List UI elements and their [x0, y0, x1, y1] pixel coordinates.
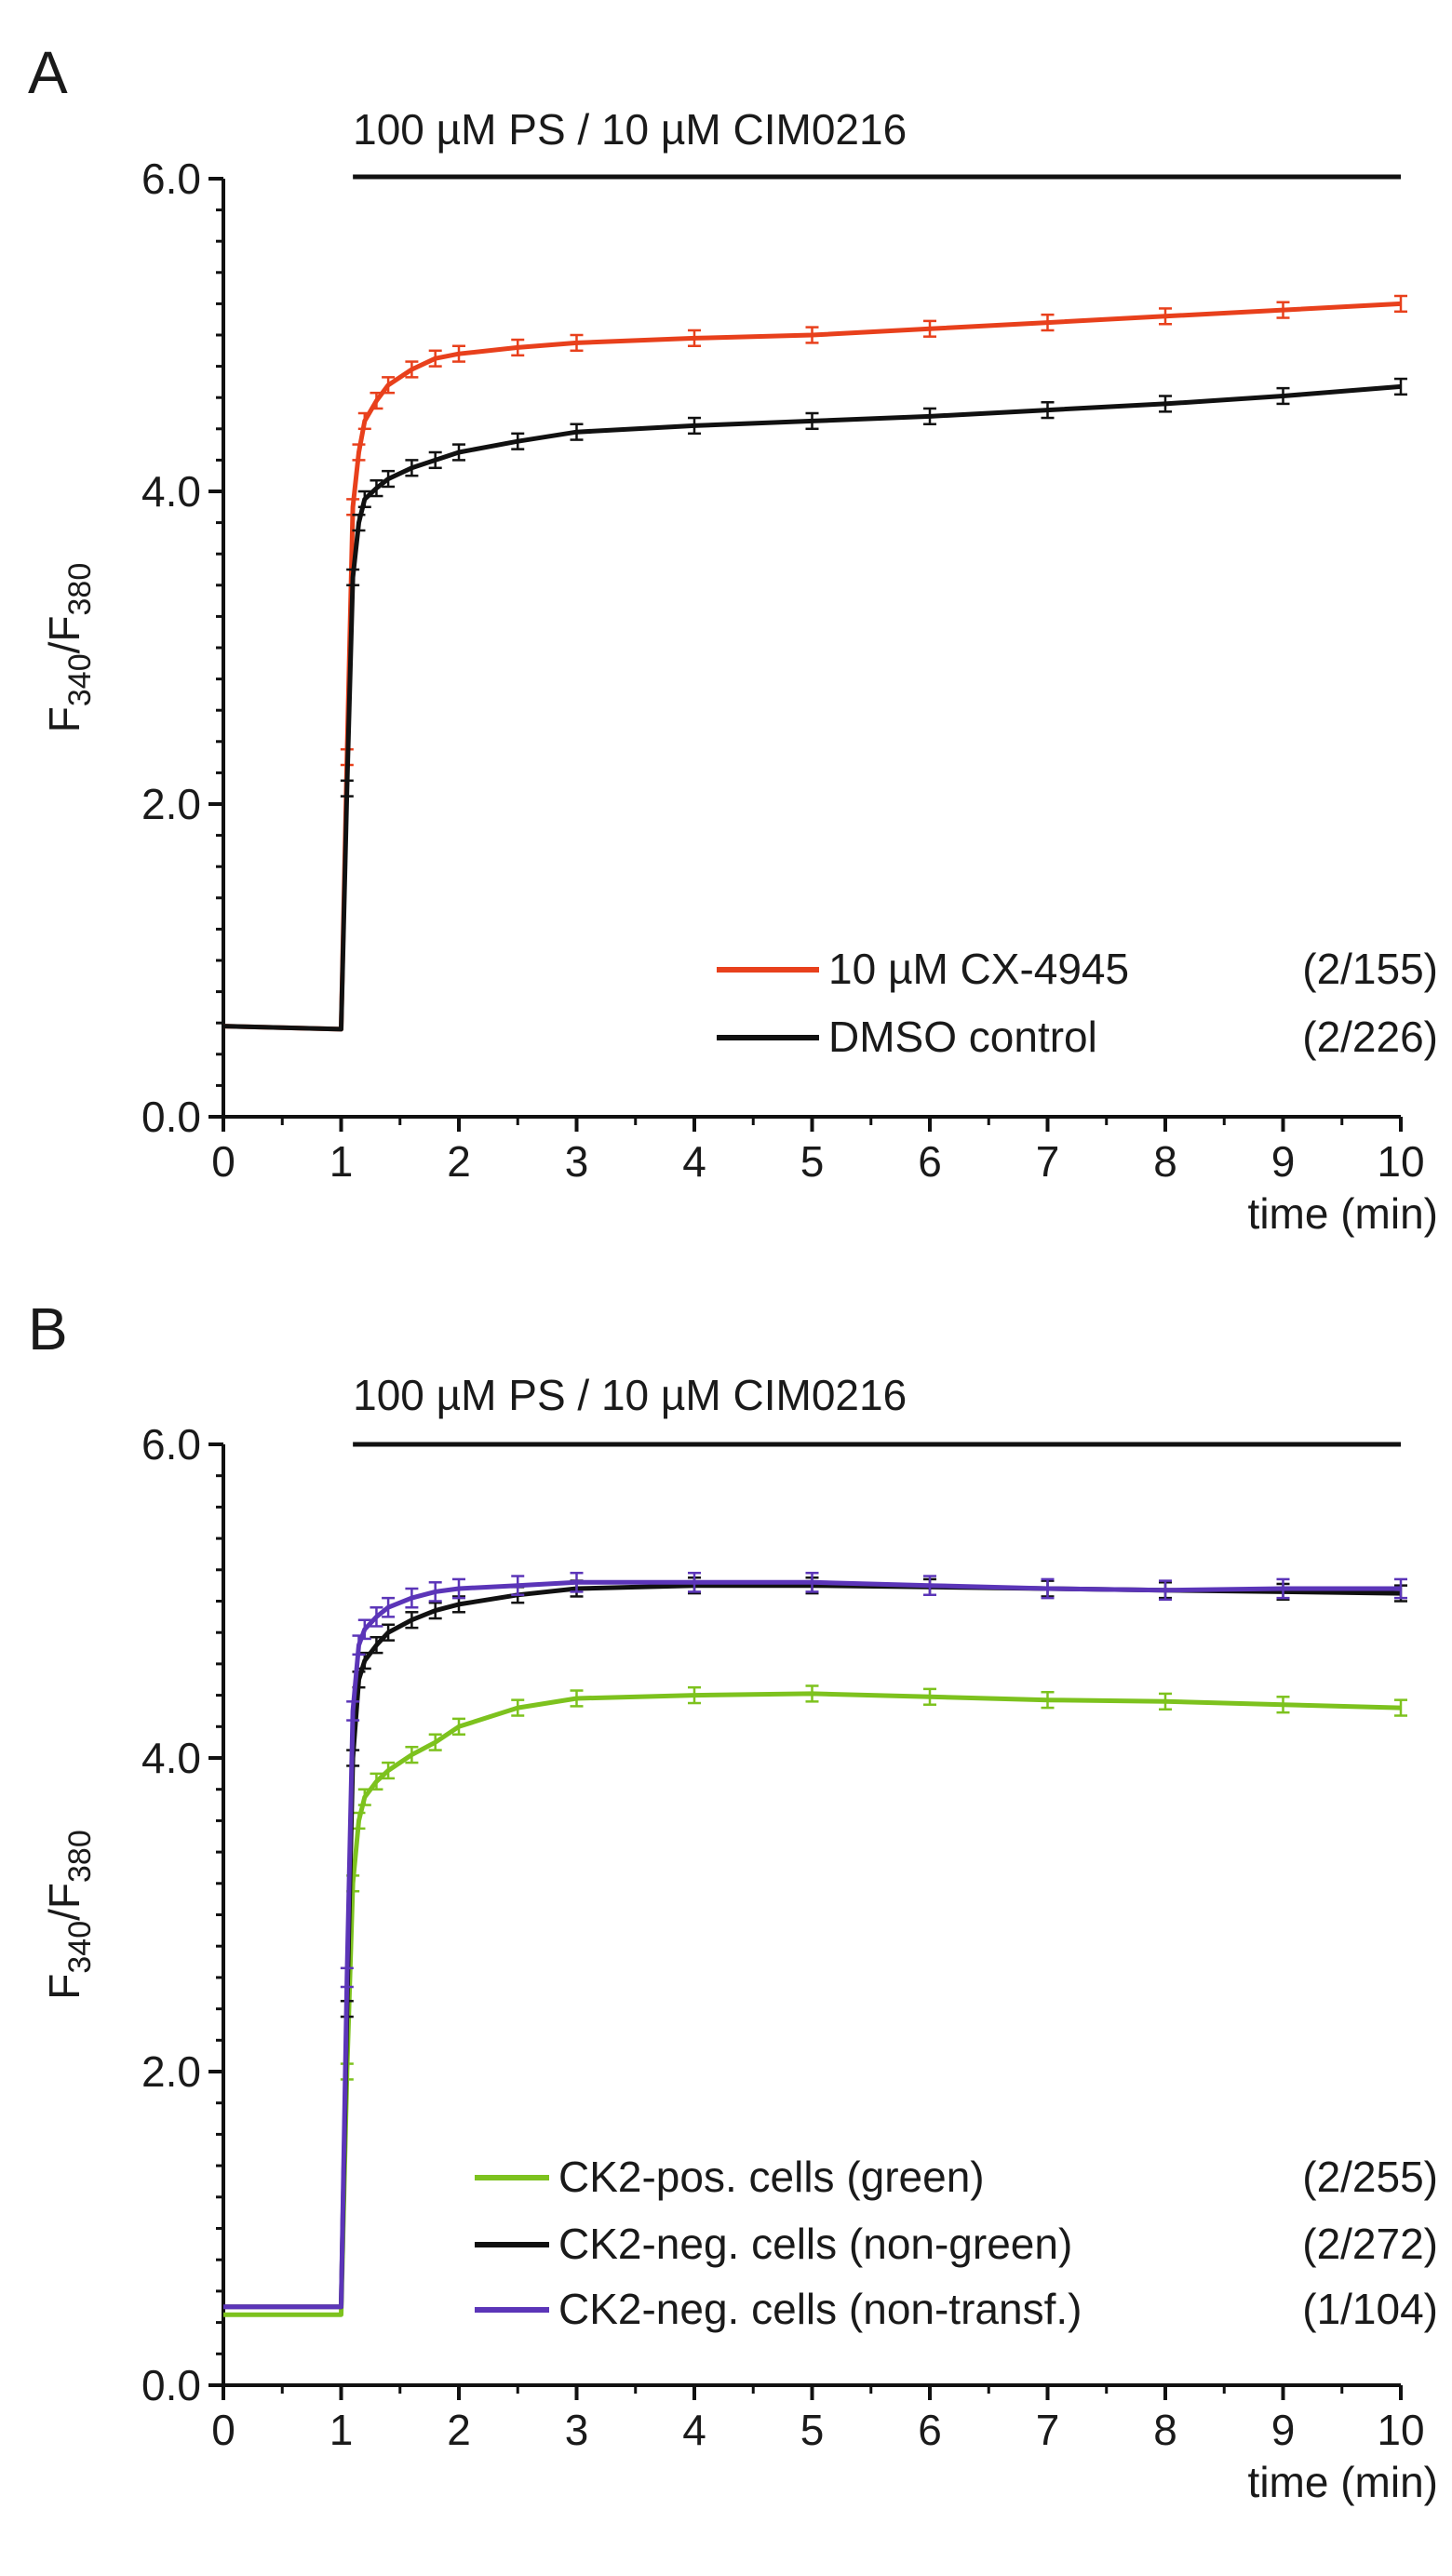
legend-label: CK2-neg. cells (non-transf.): [558, 2285, 1082, 2333]
panel-letter: B: [28, 1295, 68, 1362]
x-tick-label: 0: [211, 1137, 235, 1186]
y-axis-title-part: F: [40, 706, 88, 732]
panel-letter: A: [28, 39, 68, 106]
y-tick-label: 4.0: [141, 1734, 201, 1782]
x-tick-label: 1: [329, 1137, 354, 1186]
y-axis-title: F340/F380: [40, 1830, 98, 1999]
legend-count: (2/226): [1302, 1013, 1438, 1061]
x-tick-label: 2: [447, 1137, 471, 1186]
legend-label: CK2-pos. cells (green): [558, 2153, 985, 2201]
x-tick-label: 3: [565, 2406, 589, 2454]
x-tick-label: 10: [1377, 1137, 1424, 1186]
x-tick-label: 9: [1271, 2406, 1296, 2454]
y-tick-label: 2.0: [141, 2047, 201, 2096]
x-tick-label: 9: [1271, 1137, 1296, 1186]
panel-b: B 100 µM PS / 10 µM CIM0216 0.0 2.0 4.0 6.0 0 1…: [28, 1295, 1438, 2506]
treatment-bar-label: 100 µM PS / 10 µM CIM0216: [353, 1371, 907, 1419]
x-tick-label: 7: [1036, 2406, 1060, 2454]
x-tick-label: 5: [800, 1137, 825, 1186]
legend-count: (2/155): [1302, 945, 1438, 993]
legend-count: (2/255): [1302, 2153, 1438, 2201]
x-tick-label: 8: [1153, 2406, 1177, 2454]
y-axis-title-subscript: 340: [62, 653, 98, 706]
y-axis-title-part: F: [40, 1974, 88, 2000]
x-tick-label: 7: [1036, 1137, 1060, 1186]
y-tick-label: 6.0: [141, 1420, 201, 1469]
y-tick-label: 0.0: [141, 1093, 201, 1141]
x-tick-label: 4: [682, 1137, 706, 1186]
y-axis-title-part: /F: [40, 1883, 88, 1921]
legend-count: (1/104): [1302, 2285, 1438, 2333]
x-tick-label: 8: [1153, 1137, 1177, 1186]
legend-label: 10 µM CX-4945: [828, 945, 1129, 993]
x-tick-label: 5: [800, 2406, 825, 2454]
y-axis-title-part: /F: [40, 616, 88, 654]
x-tick-label: 2: [447, 2406, 471, 2454]
panel-a: A 100 µM PS / 10 µM CIM0216 0.0 2.0 4.0 6.0 0 1…: [28, 39, 1438, 1238]
legend-label: CK2-neg. cells (non-green): [558, 2220, 1072, 2268]
y-tick-label: 6.0: [141, 154, 201, 203]
x-tick-label: 6: [918, 2406, 942, 2454]
legend-count: (2/272): [1302, 2220, 1438, 2268]
legend-label: DMSO control: [828, 1013, 1097, 1061]
series-2: CK2-neg. cells (non-transf.) (1/104): [223, 1571, 1438, 2333]
x-tick-label: 6: [918, 1137, 942, 1186]
x-tick-label: 3: [565, 1137, 589, 1186]
treatment-bar-label: 100 µM PS / 10 µM CIM0216: [353, 105, 907, 154]
x-tick-label: 10: [1377, 2406, 1424, 2454]
y-axis-title: F340/F380: [40, 563, 98, 732]
y-tick-label: 4.0: [141, 467, 201, 516]
x-tick-label: 1: [329, 2406, 354, 2454]
x-tick-label: 0: [211, 2406, 235, 2454]
y-axis-title-subscript: 340: [62, 1921, 98, 1974]
y-tick-label: 0.0: [141, 2361, 201, 2409]
x-tick-label: 4: [682, 2406, 706, 2454]
x-axis-title: time (min): [1248, 1189, 1438, 1238]
y-tick-label: 2.0: [141, 780, 201, 828]
y-axis-title-subscript: 380: [62, 563, 98, 616]
series-1: DMSO control (2/226): [222, 377, 1438, 1061]
x-axis-title: time (min): [1248, 2458, 1438, 2506]
y-axis-title-subscript: 380: [62, 1830, 98, 1883]
